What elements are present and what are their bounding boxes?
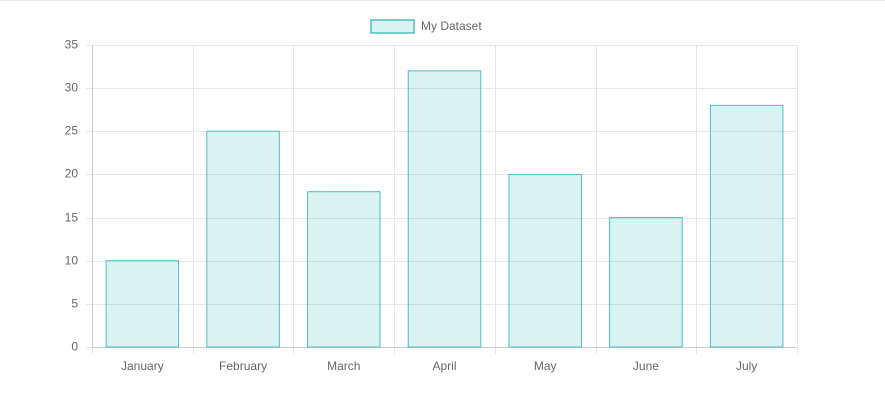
y-tick-label: 15 [65, 211, 79, 225]
y-tick-label: 25 [65, 124, 79, 138]
bar [407, 70, 482, 348]
x-tick-label: June [633, 359, 659, 373]
bar [609, 217, 683, 348]
x-tick-label: January [121, 359, 164, 373]
y-tick-label: 30 [65, 81, 79, 95]
bar [709, 104, 784, 348]
x-tick-label: July [736, 359, 757, 373]
bar [508, 173, 582, 348]
x-tick-label: May [534, 359, 557, 373]
legend-label: My Dataset [421, 19, 482, 33]
bar [105, 260, 180, 348]
y-tick-label: 0 [71, 340, 78, 354]
y-tick-label: 20 [65, 167, 79, 181]
y-tick-label: 35 [65, 38, 79, 52]
y-tick-label: 5 [71, 297, 78, 311]
legend-swatch [370, 19, 415, 34]
bar [307, 191, 381, 348]
y-tick-label: 10 [65, 254, 79, 268]
bar [206, 130, 280, 348]
x-tick-label: April [432, 359, 456, 373]
x-tick-label: February [219, 359, 267, 373]
x-tick-label: March [327, 359, 360, 373]
